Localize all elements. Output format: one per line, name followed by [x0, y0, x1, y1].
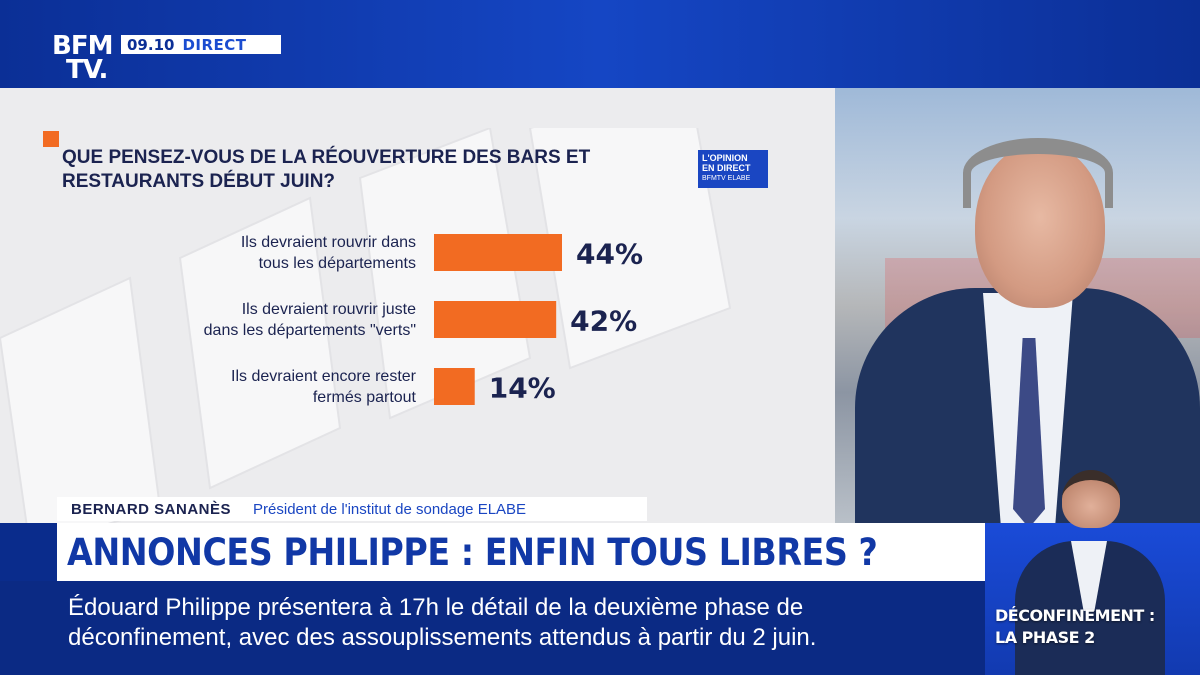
category-label-1-1: dans les départements "verts": [204, 322, 416, 339]
clock-time: 09.10: [127, 35, 175, 54]
category-label-2-1: fermés partout: [313, 389, 417, 406]
value-label-1: 42%: [570, 305, 637, 338]
value-label-0: 44%: [576, 238, 643, 271]
news-ticker: Édouard Philippe présentera à 17h le dét…: [0, 581, 985, 675]
headline-bar: ANNONCES PHILIPPE : ENFIN TOUS LIBRES ?: [57, 523, 985, 581]
badge-line2: EN DIRECT: [702, 163, 751, 173]
logo-line2: TV.: [66, 55, 108, 85]
bar-1: [434, 301, 557, 338]
inset-caption: DÉCONFINEMENT : LA PHASE 2: [995, 605, 1195, 649]
category-label-1-0: Ils devraient rouvrir juste: [242, 301, 416, 318]
guest-camera-image: [835, 88, 1200, 523]
question-marker: [43, 131, 59, 147]
value-label-2: 14%: [489, 372, 556, 405]
guest-role: Président de l'institut de sondage ELABE: [253, 500, 527, 518]
badge-line3: BFMTV ELABE: [702, 175, 751, 182]
inset-panel: DÉCONFINEMENT : LA PHASE 2: [985, 523, 1200, 675]
inset-line2: LA PHASE 2: [995, 628, 1095, 647]
logo-line1: BFM: [52, 31, 113, 61]
ticker-line1: Édouard Philippe présentera à 17h le dét…: [68, 594, 804, 621]
guest-name: BERNARD SANANÈS: [71, 500, 232, 518]
category-label-2-0: Ils devraient encore rester: [231, 368, 417, 385]
badge-line1: L'OPINION: [702, 153, 748, 163]
category-label-0-0: Ils devraient rouvrir dans: [241, 234, 416, 251]
headline-text: ANNONCES PHILIPPE : ENFIN TOUS LIBRES ?: [67, 530, 878, 574]
live-label: DIRECT: [182, 35, 247, 54]
bar-0: [434, 234, 562, 271]
inset-line1: DÉCONFINEMENT :: [995, 606, 1155, 625]
category-label-0-1: tous les départements: [259, 255, 416, 272]
time-live-box: 09.10 DIRECT: [121, 35, 281, 54]
opinion-badge: L'OPINION EN DIRECT BFMTV ELABE: [698, 150, 768, 188]
bfmtv-logo: BFM TV.: [52, 31, 118, 86]
bar-chart: 44% Ils devraient rouvrir dans tous les dé…: [204, 234, 643, 406]
chart-title: QUE PENSEZ-VOUS DE LA RÉOUVERTURE DES BA…: [62, 147, 591, 192]
guest-hair: [963, 138, 1113, 208]
inset-person-head: [1062, 470, 1120, 528]
bar-2: [434, 368, 475, 405]
name-strap: BERNARD SANANÈS Président de l'institut …: [57, 497, 647, 521]
ticker-line2: déconfinement, avec des assouplissements…: [68, 624, 817, 651]
